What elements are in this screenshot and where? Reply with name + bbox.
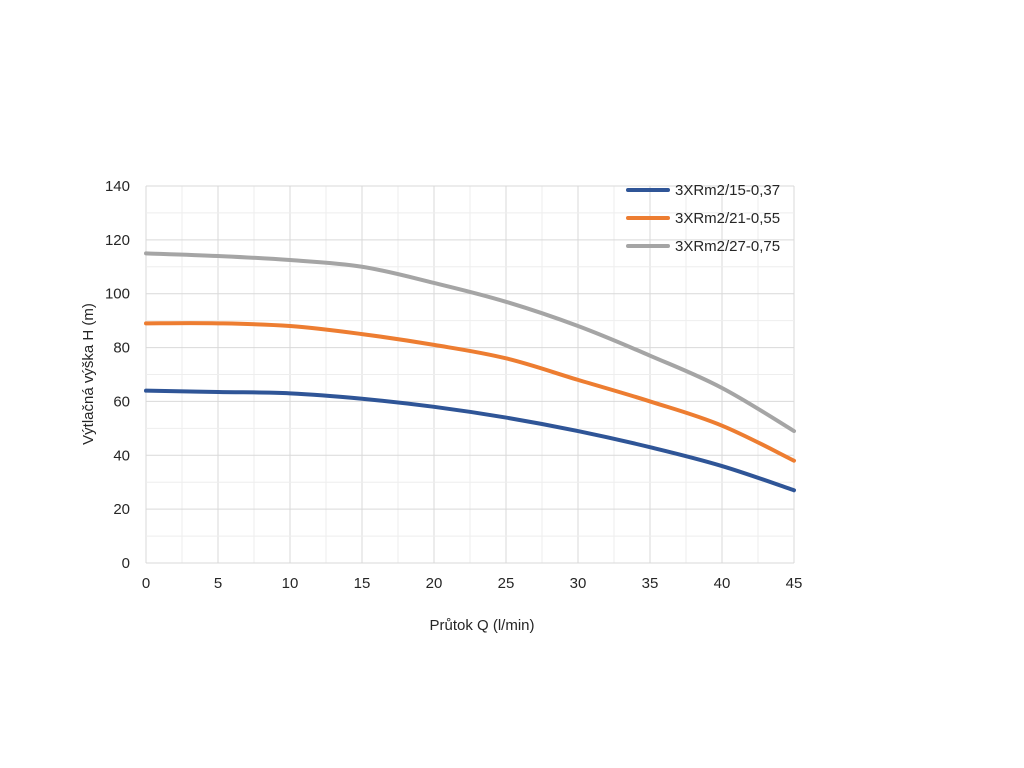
series-lines xyxy=(144,251,796,493)
x-tick-label: 0 xyxy=(142,575,150,592)
series-line-1 xyxy=(144,388,796,493)
series-line-3 xyxy=(144,251,796,434)
x-axis-title: Průtok Q (l/min) xyxy=(429,617,534,634)
x-axis-ticks: 0 5 10 15 20 25 30 35 40 45 xyxy=(142,575,803,592)
y-tick-label: 60 xyxy=(113,393,130,410)
y-tick-label: 100 xyxy=(105,286,130,303)
x-tick-label: 10 xyxy=(282,575,299,592)
y-axis-ticks: 0 20 40 60 80 100 120 140 xyxy=(105,178,130,572)
x-tick-label: 35 xyxy=(642,575,659,592)
y-tick-label: 140 xyxy=(105,178,130,195)
y-tick-label: 20 xyxy=(113,501,130,518)
grid xyxy=(145,185,795,564)
x-tick-label: 15 xyxy=(354,575,371,592)
legend: 3XRm2/15-0,37 3XRm2/21-0,55 3XRm2/27-0,75 xyxy=(626,182,780,255)
legend-label: 3XRm2/15-0,37 xyxy=(675,182,780,199)
y-tick-label: 120 xyxy=(105,232,130,249)
legend-label: 3XRm2/27-0,75 xyxy=(675,238,780,255)
y-tick-label: 40 xyxy=(113,447,130,464)
series-line-2 xyxy=(144,321,796,463)
y-axis-title: Výtlačná výška H (m) xyxy=(80,303,97,445)
x-tick-label: 25 xyxy=(498,575,515,592)
y-tick-label: 0 xyxy=(122,555,130,572)
x-tick-label: 45 xyxy=(786,575,803,592)
x-tick-label: 40 xyxy=(714,575,731,592)
y-tick-label: 80 xyxy=(113,340,130,357)
x-tick-label: 5 xyxy=(214,575,222,592)
x-tick-label: 20 xyxy=(426,575,443,592)
legend-label: 3XRm2/21-0,55 xyxy=(675,210,780,227)
x-tick-label: 30 xyxy=(570,575,587,592)
